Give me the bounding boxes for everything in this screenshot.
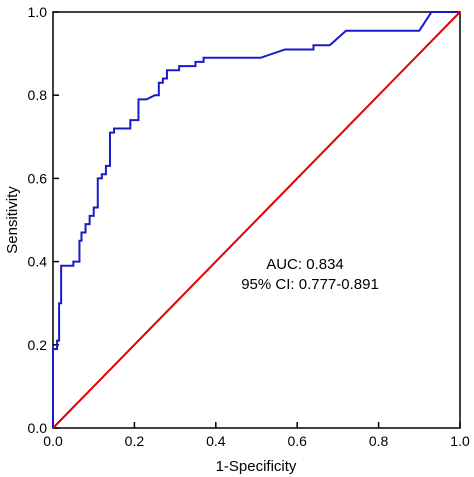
x-tick-label: 0.0 [43,433,63,449]
x-tick-label: 0.6 [287,433,307,449]
y-tick-label: 0.0 [28,420,48,436]
roc-curve-line [52,11,460,428]
auc-annotation: AUC: 0.834 [266,256,344,273]
y-axis-ticks: 0.0 0.2 0.4 0.6 0.8 1.0 [28,4,59,436]
reference-diagonal-line [52,11,461,429]
x-tick-label: 0.4 [206,433,226,449]
y-tick-label: 0.6 [28,170,48,186]
x-axis-ticks: 0.0 0.2 0.4 0.6 0.8 1.0 [43,422,470,449]
series-layer [52,11,461,429]
x-tick-label: 0.8 [369,433,389,449]
plot-frame [52,11,461,429]
x-axis-label: 1-Specificity [216,458,297,475]
x-tick-label: 0.2 [125,433,145,449]
y-axis-label: Sensitivity [4,186,21,254]
x-tick-label: 1.0 [450,433,470,449]
y-tick-label: 0.2 [28,337,48,353]
y-tick-label: 0.4 [28,254,48,270]
y-tick-label: 0.8 [28,87,48,103]
y-tick-label: 1.0 [28,4,48,20]
ci-annotation: 95% CI: 0.777-0.891 [241,276,379,293]
